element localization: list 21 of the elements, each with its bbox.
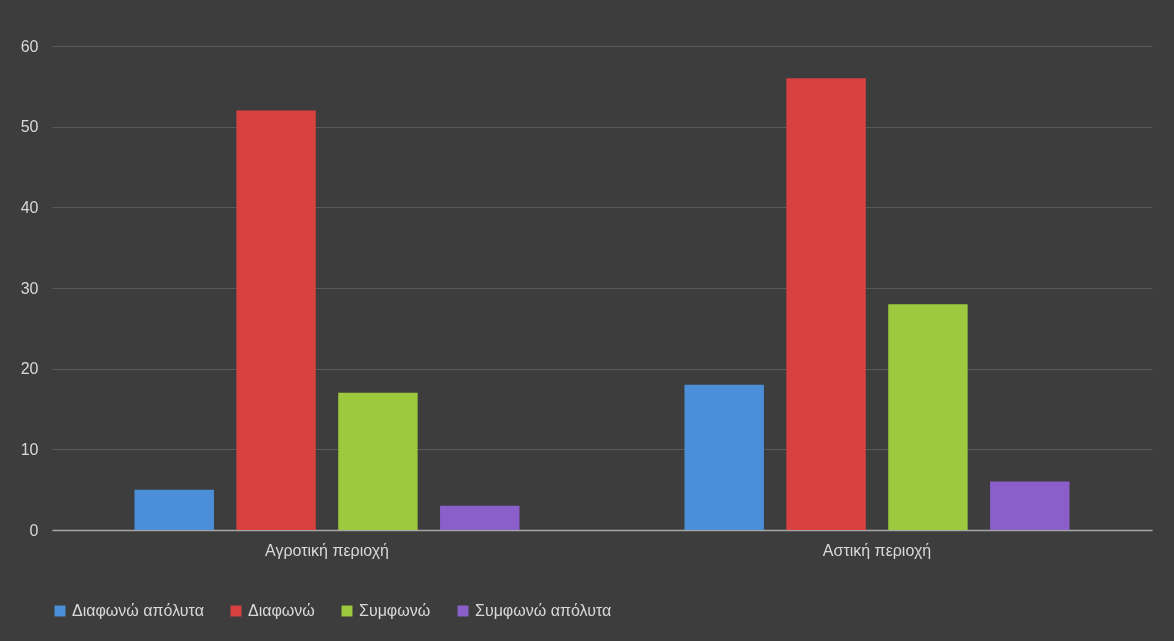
bar: [440, 505, 520, 530]
x-tick-label: Αστική περιοχή: [822, 541, 932, 559]
legend-label: Συμφωνώ απόλυτα: [475, 602, 612, 619]
legend-label: Διαφωνώ: [248, 602, 315, 619]
bar: [786, 78, 866, 530]
y-tick-label: 50: [20, 118, 39, 136]
bar: [236, 110, 316, 530]
bar: [990, 481, 1070, 530]
bar: [684, 384, 764, 530]
legend-label: Συμφωνώ: [359, 602, 431, 619]
legend-label: Διαφωνώ απόλυτα: [72, 602, 204, 619]
y-tick-label: 10: [20, 440, 39, 458]
bar: [338, 392, 418, 530]
y-tick-label: 20: [20, 360, 39, 378]
bar: [134, 489, 214, 530]
y-tick-label: 40: [20, 198, 39, 216]
bar: [888, 304, 968, 530]
x-tick-label: Αγροτική περιοχή: [265, 541, 389, 559]
y-tick-label: 0: [29, 521, 39, 539]
y-tick-label: 60: [20, 37, 39, 55]
y-tick-label: 30: [20, 279, 39, 297]
